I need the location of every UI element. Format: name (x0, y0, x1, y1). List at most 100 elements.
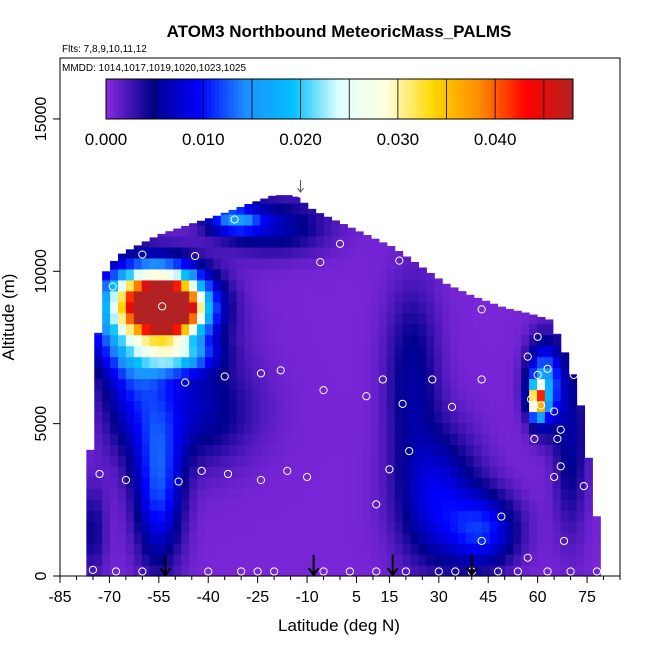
heatmap-cell (276, 411, 285, 424)
colorbar-swatch (183, 79, 189, 119)
heatmap-cell (299, 334, 309, 347)
heatmap-cell (125, 488, 135, 500)
heatmap-cell (236, 499, 246, 511)
heatmap-cell (450, 488, 459, 500)
heatmap-cell (117, 257, 127, 270)
heatmap-cell (339, 565, 348, 577)
heatmap-cell (450, 543, 459, 555)
heatmap-cell (402, 334, 412, 347)
y-tick-label: 5000 (33, 406, 50, 442)
heatmap-cell (465, 532, 475, 544)
colorbar-tick-label: 0.000 (85, 130, 128, 149)
heatmap-cell (497, 466, 506, 478)
heatmap-cell (544, 319, 554, 325)
heatmap-cell (149, 323, 159, 336)
heatmap-cell (457, 323, 467, 336)
heatmap-cell (189, 268, 198, 281)
heatmap-cell (149, 499, 159, 511)
colorbar-swatch (312, 79, 317, 119)
heatmap-cell (268, 279, 277, 292)
heatmap-cell (442, 466, 451, 478)
heatmap-cell (204, 290, 214, 303)
heatmap-cell (363, 334, 372, 347)
heatmap-cell (497, 400, 506, 413)
heatmap-cell (117, 510, 127, 522)
heatmap-cell (94, 499, 103, 511)
heatmap-cell (315, 499, 325, 511)
colorbar-tick-label: 0.020 (279, 130, 322, 149)
heatmap-cell (268, 214, 277, 226)
heatmap-cell (204, 433, 214, 445)
heatmap-cell (102, 444, 111, 456)
heatmap-cell (244, 532, 253, 544)
heatmap-cell (552, 400, 562, 413)
heatmap-cell (236, 532, 246, 544)
heatmap-cell (434, 411, 443, 424)
heatmap-cell (323, 488, 333, 500)
heatmap-cell (149, 554, 159, 566)
sample-point (276, 366, 285, 375)
heatmap-cell (347, 510, 356, 522)
heatmap-cell (117, 444, 127, 456)
heatmap-cell (276, 532, 285, 544)
heatmap-cell (363, 466, 372, 478)
heatmap-cell (141, 422, 151, 434)
heatmap-cell (552, 565, 562, 577)
heatmap-cell (386, 543, 396, 555)
heatmap-cell (236, 301, 246, 314)
heatmap-cell (513, 565, 522, 577)
heatmap-cell (141, 290, 151, 303)
heatmap-cell (552, 433, 562, 445)
heatmap-cell (197, 488, 206, 500)
heatmap-cell (457, 521, 467, 533)
heatmap-cell (284, 532, 293, 544)
heatmap-cell (268, 477, 277, 489)
heatmap-cell (102, 466, 111, 478)
heatmap-cell (141, 444, 151, 456)
colorbar-swatch (355, 79, 360, 119)
heatmap-cell (355, 389, 364, 402)
heatmap-cell (291, 378, 301, 391)
heatmap-cell (370, 499, 380, 511)
heatmap-cell (141, 241, 151, 248)
heatmap-cell (347, 543, 356, 555)
heatmap-cell (513, 356, 522, 369)
heatmap-cell (307, 389, 317, 402)
heatmap-cell (513, 466, 522, 478)
heatmap-cell (110, 532, 119, 544)
heatmap-cell (244, 488, 253, 500)
heatmap-cell (212, 279, 222, 292)
heatmap-cell (125, 301, 135, 314)
x-tick-label: 75 (578, 589, 596, 606)
heatmap-cell (457, 291, 467, 303)
heatmap-cell (252, 257, 261, 270)
heatmap-cell (378, 444, 388, 456)
heatmap-cell (370, 356, 380, 369)
heatmap-cell (204, 543, 214, 555)
heatmap-cell (173, 510, 182, 522)
heatmap-cell (307, 543, 317, 555)
heatmap-cell (584, 499, 593, 511)
heatmap-cell (529, 334, 538, 347)
heatmap-cell (94, 554, 103, 566)
heatmap-cell (220, 312, 230, 325)
colorbar-swatch (125, 79, 130, 119)
sample-point (253, 567, 262, 576)
heatmap-cell (473, 411, 483, 424)
heatmap-cell (323, 235, 333, 248)
colorbar-swatch (226, 79, 232, 119)
heatmap-cell (315, 433, 325, 445)
heatmap-cell (212, 235, 222, 248)
heatmap-cell (181, 400, 190, 413)
x-tick-label: -10 (295, 589, 318, 606)
heatmap-cell (402, 290, 412, 303)
heatmap-cell (339, 411, 348, 424)
heatmap-cell (592, 532, 601, 544)
heatmap-cell (299, 268, 309, 281)
heatmap-cell (473, 532, 483, 544)
heatmap-cell (307, 235, 317, 248)
heatmap-cell (141, 257, 151, 270)
heatmap-layer (86, 195, 601, 577)
heatmap-cell (560, 389, 570, 402)
